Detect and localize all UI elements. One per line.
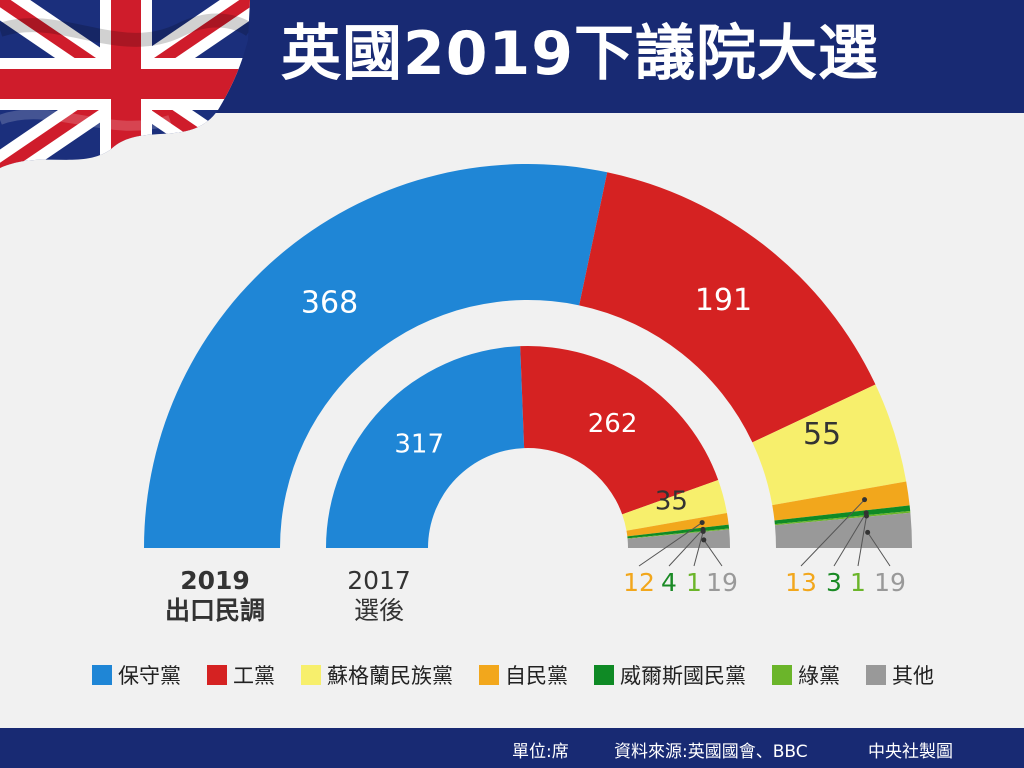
union-jack-flag-icon (0, 0, 250, 168)
ring1-marker-libdem (699, 520, 705, 526)
ring1-value-green: 1 (686, 568, 702, 597)
ring1-segment-conservative (326, 346, 525, 548)
ring1-segment-snp (622, 480, 727, 531)
legend-item-conservative: 保守黨 (92, 660, 181, 690)
legend-label: 自民黨 (505, 664, 568, 688)
footer-credit: 中央社製圖 (868, 742, 953, 762)
ring1-marker-green (700, 528, 706, 534)
ring0-marker-green (863, 513, 869, 519)
ring0-value-green: 1 (850, 568, 866, 597)
inner-ring-label: 2017 選後 (314, 566, 444, 626)
ring0-leader-libdem (800, 499, 865, 567)
legend-swatch (301, 665, 321, 685)
legend-label: 工黨 (233, 664, 275, 688)
ring0-segment-conservative (144, 164, 608, 548)
legend-item-snp: 蘇格蘭民族黨 (301, 660, 453, 690)
ring0-segment-snp (752, 384, 907, 506)
ring0-value-other: 19 (874, 568, 906, 597)
ring1-value-conservative: 317 (394, 429, 444, 459)
legend-label: 蘇格蘭民族黨 (327, 664, 453, 688)
legend-label: 威爾斯國民黨 (620, 664, 746, 688)
legend-item-other: 其他 (866, 660, 934, 690)
ring0-segment-plaid (774, 505, 911, 525)
footer-source: 資料來源:英國國會、BBC (614, 742, 808, 762)
ring0-leader-green (857, 515, 867, 567)
outer-ring-label: 2019 出口民調 (150, 566, 280, 626)
inner-ring-label-year: 2017 (347, 566, 411, 595)
ring0-value-conservative: 368 (301, 285, 358, 320)
outer-ring-label-desc: 出口民調 (164, 596, 265, 625)
ring0-segment-other (774, 512, 912, 548)
ring0-value-plaid: 3 (826, 568, 842, 597)
page-title: 英國2019下議院大選 (281, 19, 879, 89)
ring1-leader-libdem (638, 522, 703, 567)
ring1-leader-other (703, 539, 723, 567)
legend-item-libdem: 自民黨 (479, 660, 568, 690)
ring0-marker-libdem (862, 497, 868, 503)
ring1-value-snp: 35 (655, 487, 688, 517)
legend: 保守黨 工黨 蘇格蘭民族黨 自民黨 威爾斯國民黨 綠黨 其他 (92, 660, 960, 690)
ring0-value-labour: 191 (695, 283, 752, 318)
ring0-leader-plaid (833, 512, 867, 567)
legend-swatch (772, 665, 792, 685)
outer-ring-label-year: 2019 (180, 566, 250, 595)
ring0-segment-labour (579, 172, 876, 443)
legend-item-plaid: 威爾斯國民黨 (594, 660, 746, 690)
ring0-value-libdem: 13 (785, 568, 817, 597)
ring1-segment-libdem (626, 513, 729, 537)
ring0-leader-other (867, 532, 891, 567)
legend-item-green: 綠黨 (772, 660, 840, 690)
ring1-value-libdem: 12 (623, 568, 655, 597)
ring1-value-other: 19 (706, 568, 738, 597)
ring1-leader-green (693, 531, 704, 567)
ring1-value-labour: 262 (588, 409, 638, 439)
ring0-segment-green (774, 510, 911, 526)
legend-label: 綠黨 (798, 664, 840, 688)
ring1-segment-labour (520, 346, 719, 515)
ring0-value-snp: 55 (803, 417, 841, 452)
legend-swatch (479, 665, 499, 685)
legend-swatch (866, 665, 886, 685)
ring0-segment-libdem (772, 481, 910, 521)
legend-swatch (207, 665, 227, 685)
footer-bar: 單位:席 資料來源:英國國會、BBC 中央社製圖 (0, 728, 1024, 768)
legend-item-labour: 工黨 (207, 660, 275, 690)
ring1-marker-other (701, 537, 707, 543)
ring1-value-plaid: 4 (661, 568, 677, 597)
inner-ring-label-desc: 選後 (353, 596, 404, 625)
legend-swatch (92, 665, 112, 685)
legend-label: 其他 (892, 664, 934, 688)
legend-swatch (594, 665, 614, 685)
ring1-leader-plaid (668, 528, 704, 567)
footer-unit: 單位:席 (512, 742, 569, 762)
legend-label: 保守黨 (118, 664, 181, 688)
ring0-marker-other (865, 529, 871, 535)
